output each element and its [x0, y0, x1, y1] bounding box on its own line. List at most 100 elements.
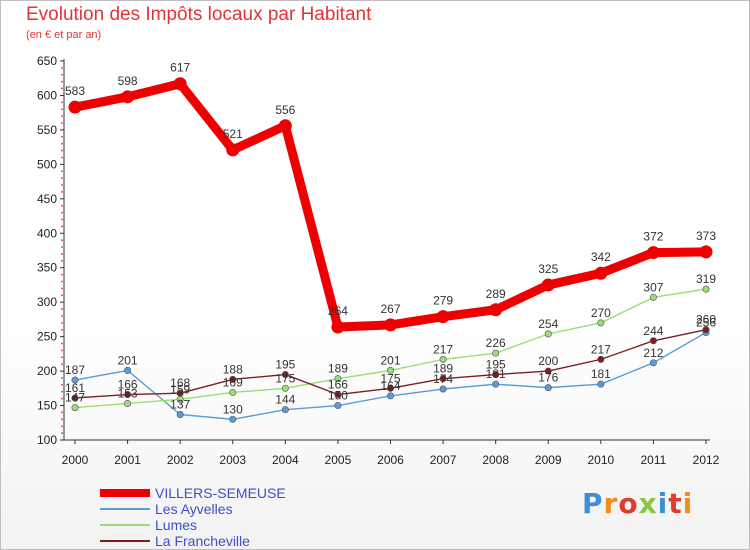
data-label-villers-semeuse: 598 — [118, 74, 138, 88]
y-minor-tick — [61, 363, 63, 366]
data-point-les-ayvelles — [649, 359, 657, 367]
y-minor-tick — [61, 73, 63, 76]
logo-letter: t — [668, 487, 683, 520]
data-label-la-francheville: 244 — [643, 324, 663, 338]
axes: 100 150 200 250 300 350 400 450 500 550 600 650 2000… — [37, 54, 720, 467]
series-line-villers-semeuse — [70, 79, 711, 332]
y-minor-tick — [61, 253, 63, 255]
data-point-lumes — [71, 404, 79, 412]
y-tick-label: 100 — [37, 433, 57, 447]
data-point-les-ayvelles — [597, 380, 605, 388]
data-label-les-ayvelles: 181 — [591, 367, 611, 381]
data-point-les-ayvelles — [439, 385, 447, 393]
y-minor-tick — [61, 239, 63, 242]
y-minor-tick — [61, 287, 63, 290]
data-point-la-francheville — [649, 337, 657, 345]
data-point-villers-semeuse — [646, 246, 660, 260]
legend-label: Les Ayvelles — [155, 501, 233, 517]
data-label-lumes: 254 — [538, 317, 558, 331]
x-tick-label: 2012 — [693, 453, 720, 467]
data-label-lumes: 153 — [118, 386, 138, 400]
data-label-la-francheville: 195 — [486, 358, 506, 372]
legend-swatch — [100, 508, 150, 510]
data-label-villers-semeuse: 267 — [380, 302, 400, 316]
data-label-villers-semeuse: 373 — [696, 229, 716, 243]
y-minor-tick — [61, 411, 63, 414]
data-point-les-ayvelles — [229, 415, 237, 423]
logo-letter: i — [682, 487, 694, 520]
data-point-lumes — [597, 319, 605, 327]
x-tick-label: 2000 — [62, 453, 89, 467]
x-tick-label: 2002 — [167, 453, 194, 467]
data-point-lumes — [702, 285, 710, 293]
data-label-villers-semeuse: 556 — [275, 103, 295, 117]
data-point-villers-semeuse — [489, 303, 503, 317]
data-label-villers-semeuse: 289 — [486, 287, 506, 301]
x-tick-label: 2009 — [535, 453, 562, 467]
y-minor-tick — [61, 280, 63, 283]
data-point-la-francheville — [281, 371, 289, 379]
data-label-les-ayvelles: 181 — [486, 367, 506, 381]
y-minor-tick — [61, 308, 63, 310]
data-label-les-ayvelles: 137 — [170, 398, 190, 412]
data-label-la-francheville: 260 — [696, 313, 716, 327]
chart-title: Evolution des Impôts locaux par Habitant — [26, 4, 372, 25]
data-label-lumes: 169 — [223, 375, 243, 389]
data-point-lumes — [439, 355, 447, 363]
data-label-lumes: 319 — [696, 272, 716, 286]
data-point-villers-semeuse — [699, 245, 713, 259]
data-label-la-francheville: 161 — [65, 381, 85, 395]
data-point-la-francheville — [176, 389, 184, 397]
y-minor-tick — [61, 156, 63, 159]
y-minor-tick — [61, 432, 63, 435]
x-tick-label: 2008 — [482, 453, 509, 467]
data-label-lumes: 270 — [591, 306, 611, 320]
data-point-la-francheville — [229, 375, 237, 383]
data-point-lumes — [281, 384, 289, 392]
data-label-lumes: 189 — [328, 362, 348, 376]
y-minor-tick — [61, 349, 63, 352]
y-minor-tick — [61, 390, 63, 393]
logo-letter: x — [638, 487, 658, 520]
y-minor-tick — [61, 122, 63, 124]
y-minor-tick — [61, 101, 63, 104]
data-label-lumes: 201 — [380, 353, 400, 367]
data-point-la-francheville — [71, 394, 79, 402]
data-label-lumes: 307 — [643, 280, 663, 294]
data-label-les-ayvelles: 164 — [380, 379, 400, 393]
data-point-la-francheville — [124, 391, 132, 399]
data-label-villers-semeuse: 264 — [328, 304, 348, 318]
data-label-la-francheville: 175 — [380, 371, 400, 385]
data-point-villers-semeuse — [541, 278, 555, 292]
y-minor-tick — [61, 273, 63, 276]
y-minor-tick — [61, 294, 63, 297]
data-label-villers-semeuse: 521 — [223, 127, 243, 141]
line-chart: 100 150 200 250 300 350 400 450 500 550 600 650 2000… — [37, 54, 720, 467]
y-minor-tick — [61, 321, 63, 324]
data-point-les-ayvelles — [334, 402, 342, 410]
y-tick-label: 600 — [37, 88, 57, 102]
x-tick-label: 2004 — [272, 453, 299, 467]
x-tick-label: 2006 — [377, 453, 404, 467]
y-minor-tick — [61, 80, 63, 83]
y-tick-label: 550 — [37, 123, 57, 137]
y-tick-label: 500 — [37, 157, 57, 171]
legend-label: Lumes — [155, 517, 198, 533]
data-label-les-ayvelles: 212 — [643, 346, 663, 360]
proxiti-logo: Proxiti — [582, 487, 693, 520]
data-label-lumes: 159 — [170, 382, 190, 396]
data-label-villers-semeuse: 342 — [591, 250, 611, 264]
data-point-lumes — [334, 375, 342, 383]
data-point-villers-semeuse — [226, 143, 240, 157]
y-minor-tick — [61, 418, 63, 421]
data-point-villers-semeuse — [278, 119, 292, 133]
data-point-la-francheville — [702, 326, 710, 334]
y-minor-tick — [61, 342, 63, 345]
logo-letter: P — [582, 487, 604, 520]
data-point-lumes — [124, 399, 132, 407]
y-minor-tick — [61, 204, 63, 207]
data-point-lumes — [649, 293, 657, 301]
data-point-la-francheville — [492, 371, 500, 379]
data-point-les-ayvelles — [492, 380, 500, 388]
data-point-les-ayvelles — [176, 411, 184, 419]
